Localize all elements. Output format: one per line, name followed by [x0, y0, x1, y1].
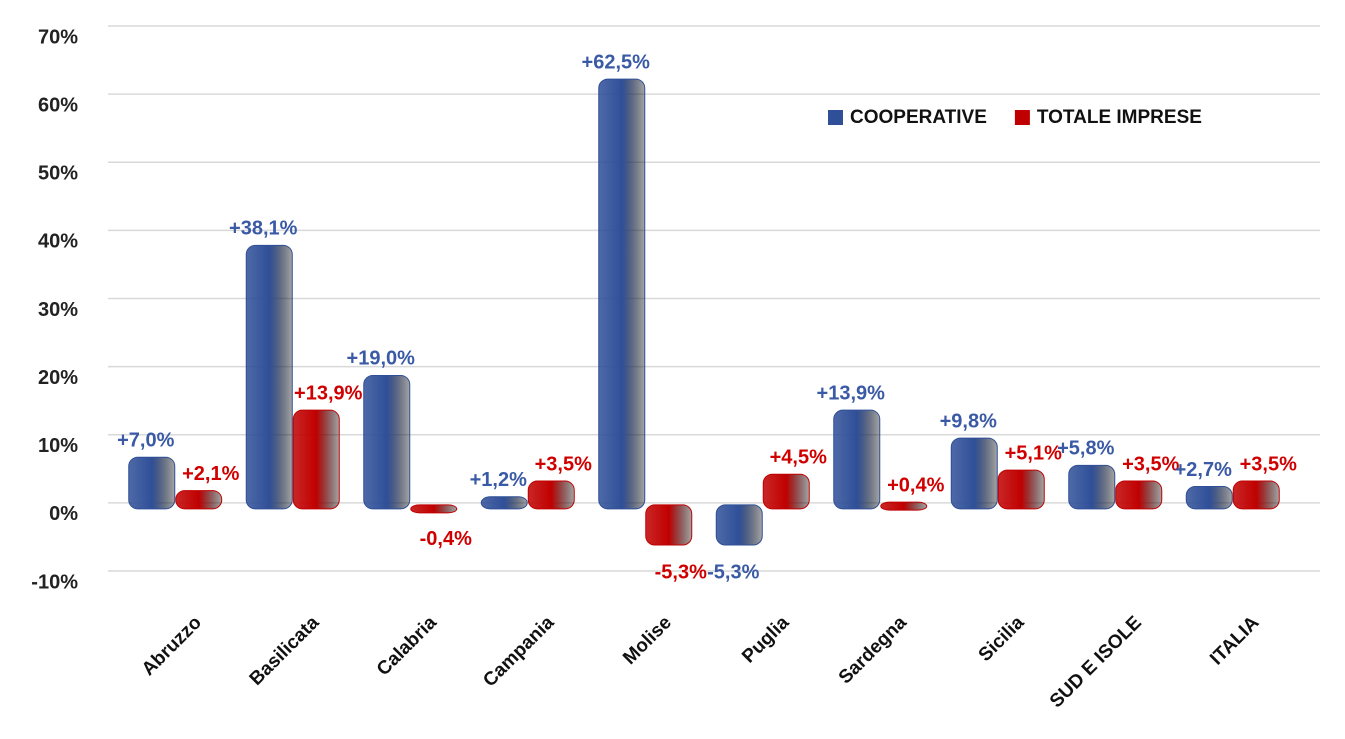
x-tick-label: Sicilia — [975, 612, 1029, 666]
bar — [950, 437, 998, 510]
bar — [1185, 485, 1233, 510]
bar — [997, 469, 1045, 510]
x-tick-label: Calabria — [373, 612, 441, 680]
bar — [880, 501, 928, 511]
bar — [363, 374, 411, 510]
bar — [527, 480, 575, 510]
value-label: +3,5% — [1122, 453, 1179, 475]
y-tick-label: 40% — [38, 231, 78, 253]
y-tick-label: 20% — [38, 367, 78, 389]
bar — [833, 409, 881, 510]
x-tick-label: ITALIA — [1206, 612, 1263, 669]
value-label: -0,4% — [420, 528, 472, 550]
value-label: +5,1% — [1005, 442, 1062, 464]
x-tick-label: Basilicata — [246, 612, 324, 690]
y-tick-label: 30% — [38, 299, 78, 321]
bar — [1232, 480, 1280, 510]
bar — [175, 490, 223, 510]
x-tick-label: Campania — [479, 612, 558, 691]
value-label: -5,3% — [655, 561, 707, 583]
y-tick-label: -10% — [31, 571, 78, 593]
value-label: +5,8% — [1057, 438, 1114, 460]
bar — [1068, 464, 1116, 510]
value-label: +13,9% — [817, 382, 886, 404]
bar — [645, 504, 693, 546]
legend-label: COOPERATIVE — [850, 107, 987, 128]
x-tick-label: Abruzzo — [138, 612, 206, 680]
value-label: +3,5% — [535, 453, 592, 475]
bar — [292, 409, 340, 510]
bar — [715, 504, 763, 546]
bar — [245, 244, 293, 510]
bar — [128, 456, 176, 510]
y-tick-label: 10% — [38, 435, 78, 457]
x-tick-label: Molise — [619, 612, 676, 669]
value-label: +1,2% — [470, 469, 527, 491]
x-tick-label: SUD E ISOLE — [1046, 612, 1146, 712]
bar — [762, 473, 810, 510]
value-label: +62,5% — [582, 51, 651, 73]
value-label: +4,5% — [770, 447, 827, 469]
value-label: +38,1% — [229, 218, 298, 240]
bar — [410, 504, 458, 514]
value-label: +2,7% — [1175, 459, 1232, 481]
bar — [1115, 480, 1163, 510]
bar — [598, 78, 646, 510]
value-label: +19,0% — [347, 348, 416, 370]
legend-swatch — [828, 110, 843, 125]
value-label: -5,3% — [707, 561, 759, 583]
value-label: +9,8% — [940, 410, 997, 432]
x-tick-label: Puglia — [738, 612, 793, 667]
value-label: +7,0% — [117, 429, 174, 451]
bar — [480, 496, 528, 510]
x-tick-label: Sardegna — [835, 612, 911, 688]
y-tick-label: 60% — [38, 94, 78, 116]
legend-swatch — [1014, 110, 1030, 125]
legend-label: TOTALE IMPRESE — [1037, 107, 1202, 128]
y-tick-label: 70% — [38, 26, 78, 48]
y-tick-label: 50% — [38, 163, 78, 185]
y-tick-label: 0% — [49, 503, 78, 525]
value-label: +3,5% — [1240, 453, 1297, 475]
value-label: +2,1% — [182, 463, 239, 485]
value-label: +0,4% — [887, 474, 944, 496]
value-label: +13,9% — [294, 382, 363, 404]
